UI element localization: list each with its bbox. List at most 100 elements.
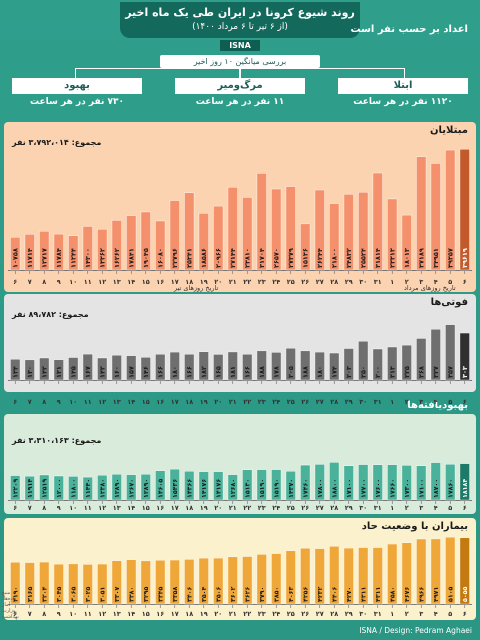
recovered-bar xyxy=(155,470,166,501)
infected-tick-label: ۱۶ xyxy=(156,278,164,286)
critical-tick-label: ۲۲ xyxy=(243,610,251,618)
deaths-tick-label: ۸ xyxy=(42,398,46,406)
critical-bar xyxy=(459,537,470,605)
deaths-bar xyxy=(126,355,137,381)
infected-tick-label: ۳۱ xyxy=(374,278,382,286)
infected-bar xyxy=(256,173,267,271)
recovered-value-label: ۱۷۳۰۰ xyxy=(404,479,411,498)
infected-bar xyxy=(430,163,441,271)
infected-value-label: ۱۶۰۸۰ xyxy=(156,248,164,268)
critical-tick-label: ۱۵ xyxy=(142,610,150,618)
critical-tick-label: ۹ xyxy=(57,610,61,618)
infected-tick-label: ۲ xyxy=(405,278,409,286)
recovered-value-label: ۱۷۱۰۰ xyxy=(346,479,353,498)
deaths-tick-label: ۱۳ xyxy=(113,398,121,406)
deaths-value-label: ۳۲۷ xyxy=(432,366,440,378)
recovered-bar xyxy=(314,464,325,501)
deaths-tick-label: ۲۸ xyxy=(330,398,338,406)
agency-tag: ISNA xyxy=(220,40,260,51)
infected-tick-label: ۲۶ xyxy=(301,278,309,286)
deaths-tick-label: ۱۵ xyxy=(142,398,150,406)
critical-value-label: ۳۶۲۶ xyxy=(244,586,251,602)
infected-value-label: ۲۷۳۷۹ xyxy=(287,248,295,268)
critical-value-label: ۳۳۰۷ xyxy=(114,586,121,602)
infected-value-label: ۲۶۲۴۴ xyxy=(316,248,324,268)
recovered-tick-label: ۳۰ xyxy=(359,504,367,512)
critical-tick-label: ۱۴ xyxy=(127,610,135,618)
critical-value-label: ۴۲۷۰ xyxy=(346,587,353,602)
recovered-tick-label: ۲۵ xyxy=(287,504,295,512)
infected-tick-label: ۱۷ xyxy=(171,278,179,286)
infected-value-label: ۲۴۸۳۲ xyxy=(345,248,353,268)
critical-bar xyxy=(184,559,195,605)
infected-bar xyxy=(82,226,93,271)
infected-tick-label: ۹ xyxy=(57,278,61,286)
deaths-value-label: ۱۶۰ xyxy=(113,366,121,378)
units-note: اعداد بر حسب نفر است xyxy=(350,24,469,35)
recovered-bar xyxy=(126,474,137,501)
critical-value-label: ۳۳۵۸ xyxy=(172,586,179,602)
chart-title-infected: مبتلایان xyxy=(430,125,468,136)
deaths-bar xyxy=(198,351,209,381)
infected-tick-label: ۱۴ xyxy=(127,278,135,286)
stat-deaths: مرگ‌ومیر ۱۱ نفر در هر ساعت xyxy=(175,78,305,112)
critical-value-label: ۴۹۶۶ xyxy=(418,586,425,602)
infected-bar xyxy=(111,220,122,271)
critical-bar xyxy=(314,548,325,605)
critical-tick-label: ۲۳ xyxy=(258,610,266,618)
infected-value-label: ۱۲۷۱۷ xyxy=(40,248,48,268)
recovered-tick-label: ۱۱ xyxy=(84,504,92,512)
recovered-value-label: ۱۲۶۷۰ xyxy=(128,479,135,498)
deaths-value-label: ۱۸۱ xyxy=(229,366,237,378)
recovered-tick-label: ۶ xyxy=(13,504,17,512)
recovered-value-label: ۱۸۸۰۰ xyxy=(331,479,338,498)
infected-tick-label: ۳ xyxy=(419,278,423,286)
critical-value-label: ۳۶۰۲ xyxy=(230,586,237,602)
recovered-bar xyxy=(111,474,122,501)
recovered-value-label: ۱۲۶۸۰ xyxy=(230,479,237,498)
infected-tick-label: ۱۱ xyxy=(84,278,92,286)
stat-recovered-value: ۷۳۰ نفر در هر ساعت xyxy=(29,97,125,107)
deaths-value-label: ۱۶۷ xyxy=(84,366,92,378)
critical-tick-label: ۶ xyxy=(13,610,17,618)
recovered-value-label: ۱۴۶۰۵ xyxy=(157,479,164,498)
infected-value-label: ۲۷۱۴۴ xyxy=(229,248,237,268)
critical-bar xyxy=(213,557,224,605)
deaths-value-label: ۱۸۰ xyxy=(171,366,179,378)
critical-value-label: ۳۵۰۴ xyxy=(201,586,208,602)
infected-tick-label: ۲۸ xyxy=(330,278,338,286)
critical-bar xyxy=(387,543,398,605)
critical-bar xyxy=(24,562,35,605)
critical-value-label: ۳۵۰۶ xyxy=(215,586,222,602)
recovered-tick-label: ۱۷ xyxy=(171,504,179,512)
critical-tick-label: ۲۶ xyxy=(301,610,309,618)
recovered-tick-label: ۲۹ xyxy=(345,504,353,512)
deaths-tick-label: ۹ xyxy=(57,398,61,406)
chart-title-recovered: بهبودیافته‌ها xyxy=(407,400,468,411)
recovered-bar xyxy=(213,471,224,501)
recovered-tick-label: ۱۶ xyxy=(156,504,164,512)
deaths-bar xyxy=(111,355,122,381)
critical-bar xyxy=(126,559,137,605)
recovered-value-label: ۱۲۸۹۰ xyxy=(114,479,121,498)
critical-value-label: ۵۰۵۵ xyxy=(462,586,469,602)
recovered-tick-label: ۲۱ xyxy=(229,504,237,512)
recovered-bar xyxy=(97,475,108,501)
recovered-tick-label: ۱۸ xyxy=(185,504,193,512)
deaths-value-label: ۱۸۰ xyxy=(316,366,324,378)
critical-bar xyxy=(416,538,427,605)
infected-bar xyxy=(169,200,180,271)
recovered-bar xyxy=(198,471,209,501)
critical-value-label: ۴۳۱۱ xyxy=(360,587,367,602)
recovered-bar xyxy=(227,474,238,501)
infected-bar xyxy=(416,156,427,271)
recovered-value-label: ۱۱۴۴۰ xyxy=(85,479,92,498)
page-subtitle: (از ۶ تیر تا ۶ مرداد ۱۴۰۰) xyxy=(192,22,288,32)
critical-value-label: ۳۴۰۶ xyxy=(186,586,193,602)
deaths-bar xyxy=(184,354,195,381)
infected-value-label: ۲۱۸۰۰ xyxy=(330,248,338,268)
deaths-value-label: ۱۶۵ xyxy=(214,366,222,378)
critical-value-label: ۳۷۹۰ xyxy=(259,587,266,602)
deaths-bar xyxy=(358,341,369,381)
recovered-value-label: ۱۷۸۰۰ xyxy=(317,479,324,498)
